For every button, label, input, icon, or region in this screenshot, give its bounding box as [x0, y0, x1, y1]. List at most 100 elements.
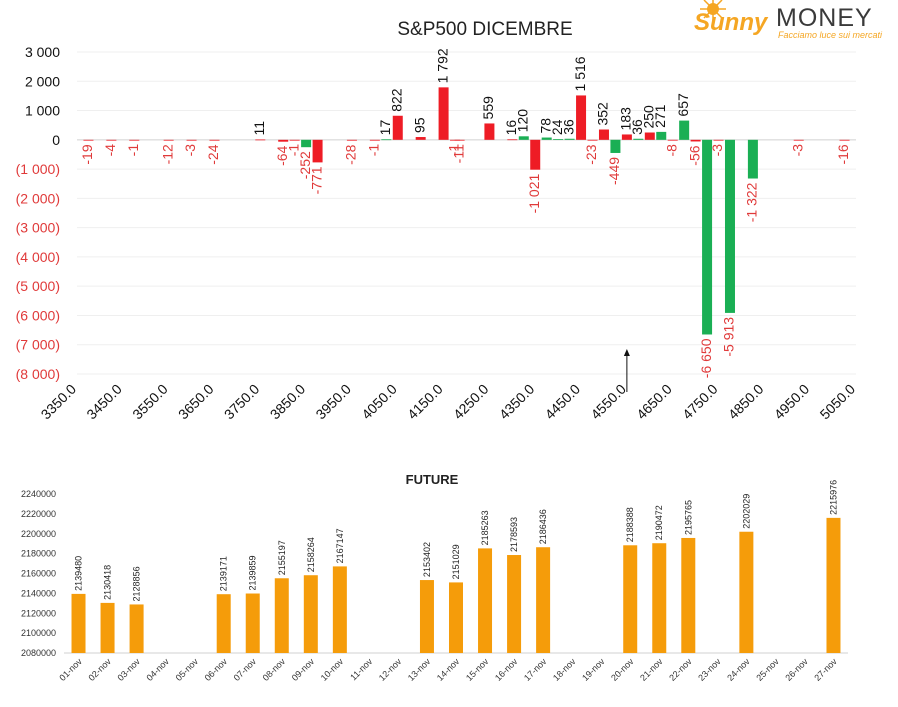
chart1-bar [346, 139, 357, 141]
chart1-data-label: -64 [274, 145, 290, 165]
chart1-bar [598, 129, 609, 140]
chart2-data-label: 2128856 [132, 566, 142, 601]
chart2-data-label: 2151029 [451, 544, 461, 579]
chart2-title: FUTURE [406, 472, 459, 487]
chart1-data-label: 16 [503, 120, 519, 136]
chart1-bar [106, 139, 117, 141]
chart1-x-tick-label: 4950.0 [771, 381, 813, 423]
chart1-bar [484, 123, 495, 140]
chart2-bar [623, 545, 638, 653]
chart1-data-label: 822 [388, 88, 404, 112]
chart1-x-tick-label: 3950.0 [312, 381, 354, 423]
chart2-bar [478, 548, 493, 653]
chart1-bar [301, 139, 312, 148]
chart2-x-tick-label: 01-nov [57, 656, 84, 683]
chart1-bar [587, 139, 598, 141]
chart1-x-tick-label: 3750.0 [221, 381, 263, 423]
chart1-data-label: -56 [686, 145, 702, 165]
chart1-data-label: -16 [835, 144, 851, 164]
chart2-y-tick-label: 2160000 [21, 569, 56, 579]
chart2-x-tick-label: 14-nov [435, 656, 462, 683]
chart2-bar [826, 517, 841, 653]
chart2-x-tick-label: 07-nov [232, 656, 259, 683]
chart1-bar [518, 136, 529, 140]
chart1-data-label: 1 792 [434, 48, 450, 83]
chart1-bar [454, 139, 465, 141]
chart1-bar [656, 131, 667, 140]
chart2-bar [100, 602, 115, 653]
chart1-data-label: -6 650 [698, 338, 714, 378]
chart1-x-tick-label: 4250.0 [450, 381, 492, 423]
chart2-x-tick-label: 05-nov [174, 656, 201, 683]
chart2-data-label: 2195765 [683, 500, 693, 535]
chart1-y-tick-label: (8 000) [16, 366, 60, 382]
chart2-data-label: 2215976 [828, 480, 838, 515]
chart2-data-label: 2158264 [306, 537, 316, 572]
chart1-bar [312, 139, 323, 163]
chart1-data-label: 11 [251, 121, 267, 136]
chart1-y-tick-label: (5 000) [16, 278, 60, 294]
chart2-x-tick-label: 03-nov [115, 656, 142, 683]
chart1-x-tick-label: 4850.0 [725, 381, 767, 423]
chart1-x-tick-label: 4150.0 [404, 381, 446, 423]
chart1-data-label: 36 [560, 119, 576, 135]
chart1-data-label: -12 [159, 144, 175, 164]
chart1-x-axis: 3350.0 3450.0 3550.0 3650.0 3750.0 3850.0 3950… [38, 381, 859, 423]
chart2-x-tick-label: 24-nov [725, 656, 752, 683]
chart2-x-tick-label: 22-nov [667, 656, 694, 683]
chart1-data-label: -3 [182, 144, 198, 157]
chart1-data-label: 78 [537, 118, 553, 134]
chart1-data-label: 36 [629, 119, 645, 135]
chart2-bar [449, 582, 463, 653]
chart1-title: S&P500 DICEMBRE [397, 19, 572, 40]
sun-icon [700, 0, 726, 22]
chart1-data-label: -1 021 [526, 173, 542, 213]
chart2-y-tick-label: 2100000 [21, 628, 56, 638]
chart2-data-label: 2190472 [654, 505, 664, 540]
chart2-bar [652, 543, 667, 653]
chart1-bar [381, 139, 392, 141]
chart1-data-label: 657 [675, 93, 691, 117]
chart1-y-tick-label: (1 000) [16, 161, 60, 177]
chart2-bar [71, 593, 86, 653]
chart1-bars [83, 87, 850, 335]
chart1-y-tick-label: (6 000) [16, 307, 60, 323]
chart2-bar [681, 537, 696, 653]
chart1-x-tick-label: 4650.0 [633, 381, 675, 423]
chart1-bar [553, 139, 564, 140]
chart2-x-tick-label: 25-nov [754, 656, 781, 683]
chart1-y-tick-label: 2 000 [25, 73, 60, 89]
chart2-bars [71, 517, 841, 653]
chart1-y-tick-label: (4 000) [16, 249, 60, 265]
chart1-bar [576, 95, 587, 140]
chart2-x-tick-label: 20-nov [609, 656, 636, 683]
chart2-x-tick-label: 13-nov [406, 656, 433, 683]
chart1-data-label: 250 [640, 105, 656, 129]
chart2-x-tick-label: 17-nov [522, 656, 549, 683]
chart1-bar [679, 120, 690, 140]
chart1-data-label: 120 [514, 109, 530, 133]
chart2-x-tick-label: 11-nov [348, 656, 374, 682]
chart2-bar [303, 575, 318, 653]
chart1-data-label: 352 [595, 102, 611, 126]
chart2-x-tick-label: 19-nov [580, 656, 607, 683]
chart2-data-label: 2130418 [103, 565, 113, 600]
chart1-bar [713, 139, 724, 141]
chart2-y-tick-label: 2140000 [21, 588, 56, 598]
chart1-data-label: -3 [789, 144, 805, 157]
chart2-y-tick-label: 2180000 [21, 549, 56, 559]
chart1-gridlines [77, 51, 856, 375]
chart2-x-tick-label: 23-nov [696, 656, 723, 683]
chart2-data-label: 2186436 [538, 509, 548, 544]
chart2-x-tick-label: 08-nov [261, 656, 288, 683]
chart1-bar [129, 139, 140, 141]
chart2-data-labels: 2139480 2130418 2128856 2139171 2139859 21551… [74, 480, 839, 602]
chart1-data-label: -1 [125, 144, 141, 157]
logo-word-sunny: Sunny [694, 9, 769, 36]
chart1-data-labels: -19 -4 -1 -12 -3 -24 11 -64 -252-771 -1 -28 -1 17 822… [79, 48, 851, 378]
chart1-bar [621, 134, 632, 140]
chart1-bar [724, 139, 735, 313]
chart2-bar [245, 593, 260, 653]
chart2-x-tick-label: 10-nov [319, 656, 346, 683]
